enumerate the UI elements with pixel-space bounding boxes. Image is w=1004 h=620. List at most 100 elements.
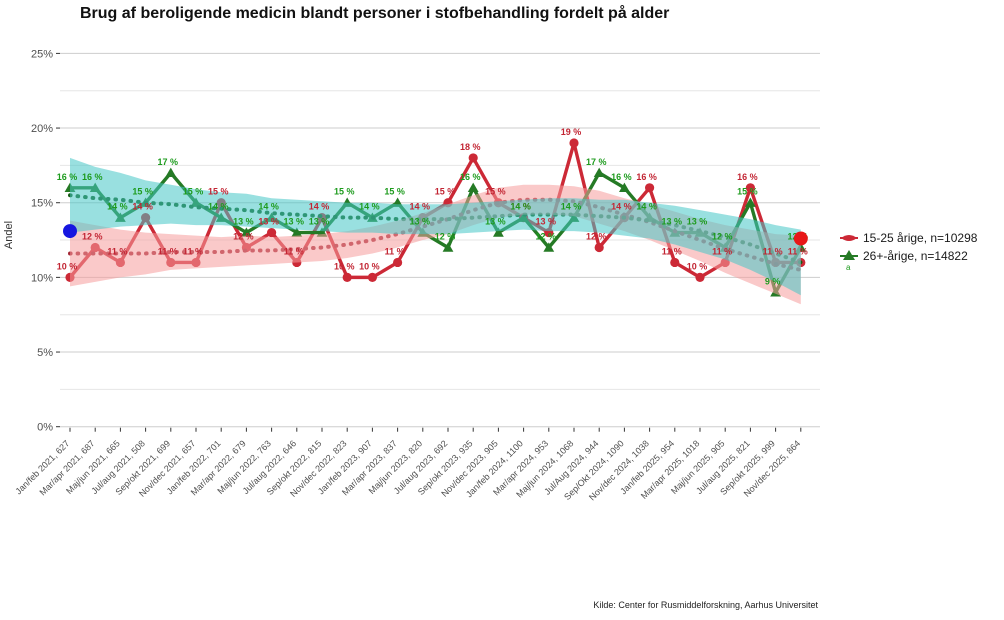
point-label: 11 % <box>763 246 783 256</box>
y-tick-label: 10% <box>31 272 53 284</box>
point-label: 14 % <box>107 202 128 212</box>
point-label: 15 % <box>334 187 355 197</box>
source-caption: Kilde: Center for Rusmiddelforskning, Aa… <box>593 600 818 610</box>
point-label: 14 % <box>132 202 153 212</box>
point-label: 11 % <box>788 246 808 256</box>
data-point-circle <box>695 272 705 282</box>
data-point-triangle <box>241 227 252 237</box>
point-label: 11 % <box>662 246 682 256</box>
data-point-circle <box>342 272 352 282</box>
data-point-triangle <box>543 242 555 252</box>
point-label: 13 % <box>233 217 254 227</box>
point-label: 15 % <box>183 187 204 197</box>
point-label: 13 % <box>687 217 708 227</box>
legend-text-key-note: a <box>846 263 851 272</box>
data-point-triangle <box>442 242 454 252</box>
y-tick-label: 25% <box>31 48 53 60</box>
y-tick-label: 5% <box>37 347 53 359</box>
blue-start-dot <box>63 224 77 239</box>
point-label: 11 % <box>158 246 178 256</box>
point-label: 14 % <box>636 202 657 212</box>
data-point-triangle <box>745 197 756 207</box>
point-label: 16 % <box>57 172 78 182</box>
legend-label-26plus: 26+-årige, n=14822 <box>863 249 968 263</box>
point-label: 15 % <box>208 187 229 197</box>
point-label: 18 % <box>460 142 481 152</box>
y-axis-title: Andel <box>3 221 15 249</box>
point-label: 14 % <box>561 202 582 212</box>
point-labels-red: 10 % 12 % 11 % 14 % 11 % 11 % 15 % 12 % 13 % 11 %… <box>57 127 808 271</box>
point-label: 12 % <box>712 232 733 242</box>
point-label: 11 % <box>385 246 405 256</box>
point-label: 15 % <box>132 187 153 197</box>
legend-label-15-25: 15-25 årige, n=10298 <box>863 231 978 245</box>
point-label: 11 % <box>183 246 203 256</box>
point-label: 12 % <box>233 232 254 242</box>
point-label: 17 % <box>586 157 607 167</box>
data-point-circle <box>367 272 377 282</box>
point-label: 19 % <box>561 127 582 137</box>
point-label: 13 % <box>258 217 279 227</box>
point-label: 13 % <box>662 217 683 227</box>
data-point-triangle <box>291 227 303 237</box>
point-label: 13 % <box>485 217 506 227</box>
point-label: 12 % <box>82 232 103 242</box>
data-point-triangle <box>593 167 605 178</box>
point-label: 15 % <box>435 187 456 197</box>
point-label: 14 % <box>510 202 531 212</box>
gridlines-major <box>60 52 820 428</box>
point-label: 15 % <box>384 187 405 197</box>
point-label: 13 % <box>309 217 330 227</box>
data-point-triangle <box>467 182 479 192</box>
data-point-circle <box>670 257 680 268</box>
point-label: 11 % <box>107 246 127 256</box>
point-label: 14 % <box>410 202 431 212</box>
chart-title: Brug af beroligende medicin blandt perso… <box>80 4 669 22</box>
data-point-circle <box>645 183 655 193</box>
point-label: 16 % <box>611 172 632 182</box>
point-label: 14 % <box>208 202 229 212</box>
point-label: 16 % <box>82 172 103 182</box>
point-label: 12 % <box>536 232 557 242</box>
data-point-circle <box>594 242 604 253</box>
point-label: 14 % <box>510 202 531 212</box>
red-end-dot <box>793 231 808 246</box>
y-tick-label: 0% <box>37 422 53 434</box>
data-point-circle <box>267 227 277 238</box>
plot-area: 25% 20% 15% 10% 5% 0%Jan/feb 2021, 627Mar/apr… <box>13 48 820 502</box>
data-point-triangle <box>493 227 504 237</box>
point-label: 12 % <box>586 232 607 242</box>
point-label: 10 % <box>57 261 78 271</box>
point-label: 15 % <box>737 187 758 197</box>
legend-item-15-25[interactable]: 15-25 årige, n=10298 <box>840 231 978 245</box>
data-point-triangle <box>619 182 630 192</box>
y-axis: 25% 20% 15% 10% 5% 0% <box>31 48 60 434</box>
legend: 15-25 årige, n=10298 26+-årige, n=14822 … <box>840 231 978 272</box>
point-label: 13 % <box>284 217 305 227</box>
point-label: 9 % <box>765 276 781 286</box>
point-label: 11 % <box>712 246 732 256</box>
point-label: 10 % <box>687 261 708 271</box>
point-label: 12 % <box>435 232 456 242</box>
point-label: 15 % <box>485 187 506 197</box>
point-label: 16 % <box>636 172 657 182</box>
point-label: 16 % <box>737 172 758 182</box>
data-point-triangle <box>165 167 177 178</box>
point-label: 11 % <box>284 246 304 256</box>
point-label: 17 % <box>158 157 179 167</box>
point-label: 10 % <box>359 261 380 271</box>
green-triangle-marker-icon <box>843 250 855 260</box>
legend-item-26plus[interactable]: 26+-årige, n=14822 <box>840 249 968 263</box>
data-point-circle <box>468 153 478 163</box>
point-label: 14 % <box>258 202 279 212</box>
data-point-circle <box>393 257 403 268</box>
point-labels-green: 16 % 16 % 14 % 15 % 17 % 15 % 14 % 13 % 14 % 13 %… <box>57 157 808 286</box>
point-label: 14 % <box>359 202 380 212</box>
point-label: 14 % <box>611 202 632 212</box>
point-label: 14 % <box>309 202 330 212</box>
y-tick-label: 15% <box>31 198 53 210</box>
point-label: 10 % <box>334 261 355 271</box>
data-point-circle <box>745 183 756 193</box>
